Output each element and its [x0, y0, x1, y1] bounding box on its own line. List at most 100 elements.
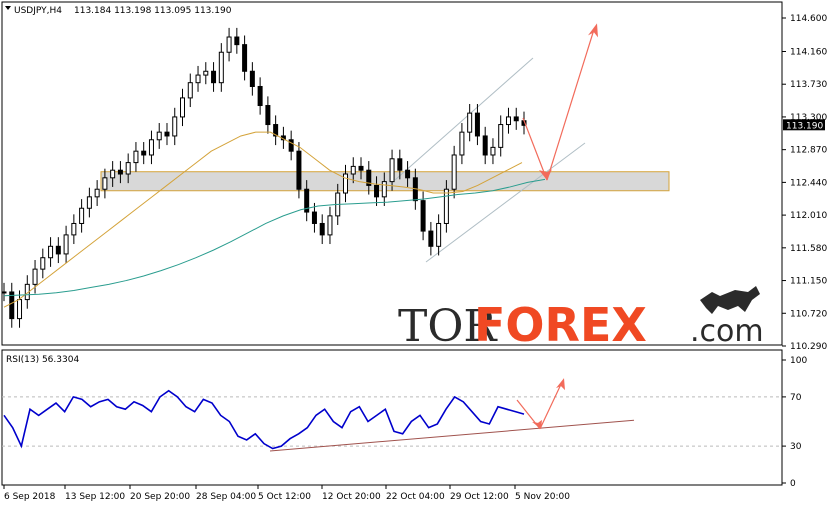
- channel-upper-line: [394, 57, 534, 181]
- candle-body: [443, 188, 449, 224]
- candle-body: [94, 188, 100, 198]
- candle-body: [319, 222, 325, 236]
- time-tick-label: 6 Sep 2018: [4, 492, 56, 502]
- candle-body: [48, 245, 54, 259]
- candle-body: [86, 196, 92, 209]
- rsi-line: [3, 389, 525, 450]
- candle-body: [141, 150, 147, 156]
- candle-body: [436, 222, 442, 247]
- candle-body: [342, 173, 348, 194]
- price-tick-label: 110.720: [790, 309, 827, 319]
- candle-body: [498, 124, 504, 148]
- candle-body: [428, 230, 434, 247]
- time-axis: 6 Sep 2018 13 Sep 12:00 20 Sep 20:00 28 Sep…: [3, 485, 570, 502]
- candle-body: [273, 124, 279, 137]
- candle-body: [234, 36, 240, 46]
- current-price-badge: [783, 119, 825, 131]
- torforex-logo: TOR FOREX .com: [398, 286, 764, 352]
- price-tick-label: 112.870: [790, 146, 827, 156]
- candle-body: [374, 184, 380, 198]
- candle-body: [459, 131, 465, 156]
- rsi-arrow-up-head-icon: [556, 378, 565, 391]
- symbol-label: USDJPY,H4: [14, 6, 62, 16]
- candle-body: [180, 97, 186, 118]
- candle-body: [397, 158, 403, 171]
- candle-body: [172, 116, 178, 137]
- forecast-down-arrow: [522, 117, 548, 181]
- candle-body: [211, 70, 217, 84]
- price-tick-label: 111.150: [790, 277, 827, 287]
- current-price-value: 113.190: [786, 121, 823, 131]
- rsi-tick-label: 100: [790, 356, 807, 366]
- bull-icon: [700, 286, 760, 314]
- time-tick-label: 20 Sep 20:00: [130, 492, 190, 502]
- ohlc-readout: 113.184 113.198 113.095 113.190: [74, 6, 232, 16]
- forecast-up-arrow: [546, 29, 595, 181]
- candle-body: [102, 177, 108, 190]
- candle-body: [125, 162, 131, 175]
- candle-body: [203, 70, 209, 76]
- price-candles: [1, 27, 527, 328]
- candle-body: [17, 299, 23, 320]
- time-tick-label: 13 Sep 12:00: [65, 492, 125, 502]
- candle-body: [249, 70, 255, 87]
- time-tick-label: 22 Oct 04:00: [386, 492, 445, 502]
- candle-body: [420, 200, 426, 232]
- candle-body: [288, 139, 294, 152]
- arrow-down-head-icon: [539, 169, 552, 181]
- candle-body: [218, 51, 224, 84]
- rsi-trendline: [269, 419, 635, 452]
- candle-body: [226, 36, 232, 53]
- candle-body: [265, 105, 271, 126]
- candle-body: [381, 181, 387, 198]
- candle-body: [148, 139, 154, 156]
- candle-body: [296, 150, 302, 190]
- price-tick-label: 114.600: [790, 14, 827, 24]
- logo-forex: FOREX: [474, 298, 647, 352]
- price-tick-label: 111.580: [790, 244, 827, 254]
- collapse-triangle-icon[interactable]: [5, 6, 11, 10]
- time-tick-label: 5 Nov 20:00: [515, 492, 570, 502]
- candle-body: [187, 82, 193, 99]
- price-tick-label: 113.300: [790, 113, 827, 123]
- candle-body: [9, 291, 15, 320]
- candle-body: [55, 245, 61, 255]
- moving-average-slow: [3, 178, 546, 297]
- moving-average-fast: [3, 131, 523, 308]
- candle-body: [350, 165, 356, 175]
- time-tick-label: 29 Oct 12:00: [450, 492, 509, 502]
- price-axis: 114.600 114.160 113.730 113.300 112.870 112.4…: [782, 14, 827, 352]
- candle-body: [195, 74, 201, 84]
- candle-body: [358, 165, 364, 171]
- candle-body: [467, 112, 473, 133]
- candle-body: [79, 207, 85, 224]
- candle-body: [63, 234, 69, 255]
- rsi-arrow-down-head-icon: [532, 419, 542, 429]
- candle-body: [32, 268, 38, 285]
- time-tick-label: 5 Oct 12:00: [258, 492, 311, 502]
- candle-body: [490, 146, 496, 156]
- candle-body: [133, 150, 139, 164]
- price-tick-label: 114.160: [790, 47, 827, 57]
- candle-body: [405, 169, 411, 179]
- candle-body: [110, 169, 116, 179]
- rsi-label: RSI(13) 56.3304: [6, 355, 79, 365]
- logo-tor: TOR: [398, 301, 498, 352]
- time-tick-label: 12 Oct 20:00: [322, 492, 381, 502]
- candle-body: [304, 188, 310, 213]
- price-tick-label: 112.440: [790, 178, 827, 188]
- rsi-axis: 100 70 30 0: [782, 356, 807, 489]
- rsi-panel: [1, 349, 783, 486]
- candle-body: [257, 85, 263, 107]
- candle-body: [242, 44, 248, 72]
- forecast-arrows: [522, 29, 595, 181]
- arrow-up-head-icon: [588, 23, 598, 38]
- price-tick-label: 113.730: [790, 80, 827, 90]
- candle-body: [156, 131, 162, 141]
- candle-body: [311, 211, 317, 224]
- candle-body: [40, 257, 46, 270]
- candle-body: [482, 135, 488, 156]
- candle-body: [71, 222, 77, 236]
- candle-body: [451, 154, 457, 190]
- rsi-up-arrow: [539, 381, 563, 430]
